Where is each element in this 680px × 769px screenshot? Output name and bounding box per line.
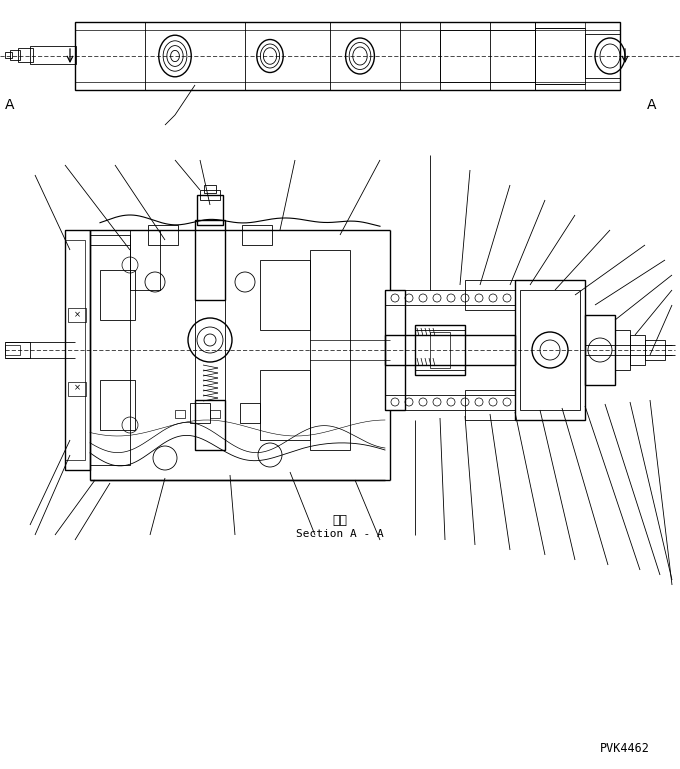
Bar [515, 280, 585, 420]
Bar [242, 225, 272, 245]
Bar [535, 22, 585, 28]
Bar [175, 410, 185, 418]
Bar [645, 340, 665, 360]
Bar [148, 225, 178, 245]
Bar [385, 395, 515, 410]
Bar [30, 46, 76, 64]
Bar [385, 335, 515, 365]
Bar [65, 230, 90, 470]
Bar [5, 345, 20, 355]
Bar [195, 220, 225, 300]
Bar [260, 370, 310, 440]
Bar [615, 330, 630, 370]
Bar [100, 270, 135, 320]
Bar [204, 185, 216, 193]
Bar [190, 403, 210, 423]
Bar [535, 84, 585, 90]
Bar [240, 403, 260, 423]
Bar [75, 22, 620, 90]
Bar [415, 330, 465, 370]
Bar [65, 240, 85, 460]
Text: A: A [647, 98, 657, 112]
Bar [520, 290, 580, 410]
Text: ×: × [73, 384, 80, 392]
Bar [5, 52, 12, 58]
Text: Section A - A: Section A - A [296, 529, 384, 539]
Bar [585, 315, 615, 385]
Bar [260, 260, 310, 330]
Bar [585, 34, 620, 78]
Bar [210, 410, 220, 418]
Bar [385, 290, 405, 410]
Bar [200, 190, 220, 200]
Bar [195, 400, 225, 450]
Bar [10, 50, 20, 60]
Bar [630, 335, 645, 365]
Bar [385, 290, 515, 305]
Bar [90, 235, 130, 465]
Bar [415, 325, 465, 375]
Text: ×: × [73, 311, 80, 319]
Bar [465, 390, 515, 420]
Text: A: A [5, 98, 15, 112]
Bar [430, 332, 450, 368]
Text: PVK4462: PVK4462 [600, 741, 650, 754]
Bar [440, 30, 535, 82]
Bar [197, 195, 223, 225]
Bar [5, 342, 30, 358]
Bar [100, 380, 135, 430]
Bar [310, 250, 350, 450]
Bar [465, 280, 515, 310]
Bar [535, 28, 585, 84]
Bar [68, 382, 86, 396]
Text: 断面: 断面 [333, 514, 347, 527]
Bar [18, 48, 33, 62]
Bar [68, 308, 86, 322]
